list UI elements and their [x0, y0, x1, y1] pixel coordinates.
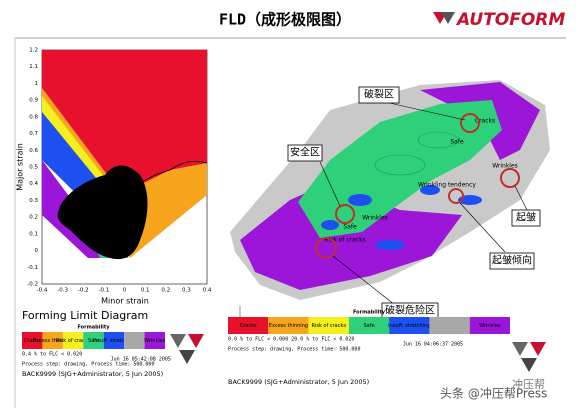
file: BACK9999 (SJG+Administrator, 5 Jun 2005) [22, 370, 163, 378]
note: 0.4 % to FLC < 0.020 [22, 352, 82, 358]
circles [315, 101, 528, 306]
x-axis-label: Minor strain [101, 297, 149, 306]
process: Process step: drawing, Process time: 500… [228, 347, 360, 353]
file: BACK9999 (SJG+Administrator, 5 Jun 2005) [228, 378, 369, 386]
callout-box [358, 86, 400, 104]
x-tick-label: 0.2 [161, 288, 170, 294]
image-label: Safe [343, 224, 357, 231]
legend-swatch [62, 332, 84, 349]
callout-box [489, 252, 535, 270]
process: Process step: drawing, Process time: 500… [22, 362, 154, 368]
x-tick-label: 0.1 [141, 288, 150, 294]
x-tick-label: 0 [123, 288, 127, 294]
legend-label: Risk of cracks [56, 338, 91, 344]
callout-text: 破裂危险区 [385, 304, 435, 317]
x-tick-label: 0.3 [182, 288, 191, 294]
fld-plot [41, 49, 208, 285]
logo-marks [170, 334, 546, 372]
y-tick-label: 0.8 [29, 114, 38, 120]
y-ticks: -0.2 -0.1 0 0.1 0.2 0.3 0.4 0.5 0.6 0.7 0.8 0.9 1 1.1… [27, 48, 38, 288]
legend-label: Insuff. stretching [93, 338, 135, 344]
x-tick-label: -0.4 [37, 288, 48, 294]
legend-swatch [469, 317, 510, 334]
legend-swatch [389, 317, 430, 334]
y-tick-label: 0 [35, 248, 39, 254]
legend-label: Wrinkles [479, 323, 501, 329]
simulation-image [230, 80, 550, 300]
legend-title: Formability [77, 325, 110, 331]
legend-swatch [228, 317, 269, 334]
x-tick-label: 0.4 [203, 288, 212, 294]
y-tick-label: 0.6 [29, 148, 38, 154]
y-tick-label: 1.2 [29, 48, 38, 54]
y-tick-label: -0.2 [27, 282, 38, 288]
callout-text: 起皱 [516, 211, 536, 224]
x-tick-label: -0.3 [57, 288, 68, 294]
y-tick-label: 0.2 [29, 215, 38, 221]
x-tick-label: -0.2 [78, 288, 89, 294]
legend-swatch [103, 332, 125, 349]
legend-swatch [144, 332, 165, 349]
legend-label: Excess thinning [33, 338, 72, 344]
image-label: Risk of cracks [324, 237, 365, 244]
image-label: Wrinkles [362, 215, 388, 222]
y-tick-label: 1 [35, 81, 39, 87]
watermark: 冲压帮 [512, 377, 545, 391]
logo-text: AUTOFORM [455, 10, 565, 30]
image-label: Safe [450, 139, 464, 146]
legend-title: Formability [353, 310, 386, 316]
legend-label: Safe [363, 323, 374, 329]
y-tick-label: 1.1 [29, 64, 38, 70]
legend-swatch [268, 317, 309, 334]
y-tick-label: 0.3 [29, 198, 38, 204]
y-tick-label: 0.4 [29, 181, 38, 187]
y-axis-label: Major strain [16, 143, 25, 191]
image-label: Cracks [475, 118, 495, 125]
image-label: Wrinkling tendency [418, 182, 476, 189]
legend-label: Risk of cracks [311, 323, 346, 329]
legend-label: Wrinkles [144, 338, 166, 344]
simulation-labels: Cracks Safe Wrinkles Wrinkling tendency Wrin… [324, 118, 517, 244]
title: FLD（成形极限图） [219, 11, 351, 29]
y-tick-label: 0.7 [29, 131, 38, 137]
legend-label: Cracks [24, 338, 41, 344]
callout-text: 安全区 [290, 146, 320, 159]
callout-text: 破裂区 [364, 88, 394, 101]
callout-text: 起皱倾向 [492, 254, 532, 267]
callout-box [287, 144, 323, 162]
legend-label: Safe [88, 338, 99, 344]
y-tick-label: -0.1 [27, 265, 38, 271]
y-tick-label: 0.5 [29, 165, 38, 171]
legend-swatch [348, 317, 390, 334]
legend-swatch [83, 332, 104, 349]
legend-swatch [124, 332, 145, 349]
image-label: Wrinkles [492, 163, 518, 170]
x-ticks: -0.4 -0.3 -0.2 -0.1 0 0.1 0.2 0.3 0.4 [37, 288, 212, 294]
legend-swatch [22, 332, 43, 349]
y-tick-label: 0.1 [29, 231, 38, 237]
legend-swatch [308, 317, 349, 334]
watermark: 头条 @冲压帮Press [440, 386, 547, 401]
legend-label: Insuff. stretching [388, 323, 430, 329]
date: Jun 16 04:06:37 2005 [403, 342, 463, 348]
legend-label: Cracks [240, 323, 257, 329]
date: Jun 16 05:42:08 2005 [111, 357, 171, 363]
x-tick-label: -0.1 [99, 288, 110, 294]
y-tick-label: 0.9 [29, 98, 38, 104]
note: 0.0 % to FLC < 0.000 20.0 % to FLC < 0.0… [228, 337, 354, 343]
legend-label: Excess thinning [269, 323, 308, 329]
logo: AUTOFORM [433, 10, 565, 30]
legend-swatch [42, 332, 63, 349]
callout-box [511, 209, 541, 227]
legend-swatch [429, 317, 470, 334]
caption: Forming Limit Diagram [22, 309, 148, 322]
